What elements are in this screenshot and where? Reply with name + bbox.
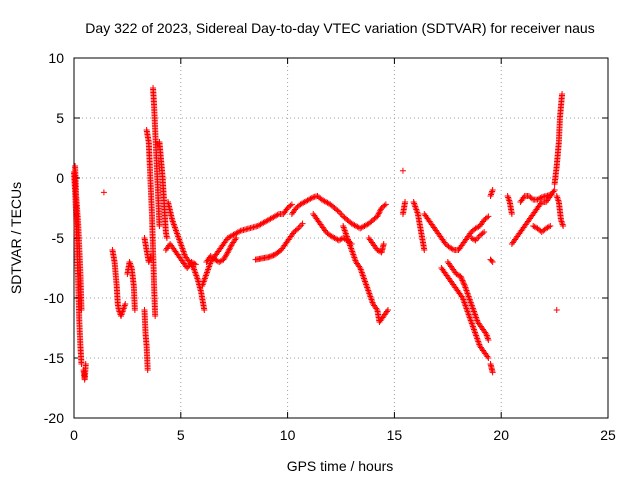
data-point [485, 213, 492, 220]
data-point [122, 301, 129, 307]
data-point [547, 223, 554, 229]
data-point [488, 190, 495, 196]
y-tick-label: -15 [44, 350, 64, 366]
data-point [402, 199, 409, 205]
data-point [485, 337, 492, 343]
data-point [399, 167, 406, 174]
data-point [531, 223, 538, 230]
data-point [461, 281, 468, 288]
x-tick-label: 5 [177, 427, 185, 443]
data-point [78, 307, 85, 313]
data-point [553, 307, 560, 313]
data-point [489, 369, 496, 376]
data-point [485, 355, 492, 361]
x-tick-label: 20 [493, 427, 509, 443]
data-point [508, 211, 515, 217]
data-point [100, 189, 107, 196]
data-point [457, 273, 464, 280]
data-point [458, 274, 465, 281]
data-point [471, 236, 478, 243]
data-point [384, 307, 391, 313]
data-point [459, 277, 466, 284]
data-points [71, 85, 567, 383]
data-point [505, 196, 512, 202]
data-point [308, 195, 315, 201]
data-point [131, 307, 138, 313]
data-point [226, 246, 233, 253]
data-point [288, 201, 295, 208]
chart-title: Day 322 of 2023, Sidereal Day-to-day VTE… [85, 20, 594, 36]
data-point [460, 280, 467, 287]
x-axis-label: GPS time / hours [287, 458, 394, 474]
data-point [381, 202, 388, 209]
data-point [489, 259, 496, 265]
data-point [375, 210, 382, 217]
data-point [458, 276, 465, 283]
data-point [226, 245, 233, 252]
data-point [163, 235, 170, 241]
data-point [224, 249, 231, 256]
data-point [233, 235, 240, 241]
data-point [287, 202, 294, 209]
data-point [225, 248, 232, 254]
data-point [560, 223, 567, 229]
data-point [545, 223, 552, 230]
data-point [192, 261, 199, 268]
data-point [554, 196, 561, 202]
x-tick-label: 15 [387, 427, 403, 443]
y-tick-label: -20 [44, 410, 64, 426]
data-point [375, 212, 382, 218]
x-tick-label: 0 [70, 427, 78, 443]
data-point [144, 367, 151, 373]
y-tick-label: 10 [48, 50, 64, 66]
data-point [374, 213, 381, 220]
data-point [528, 195, 535, 202]
y-axis-label: SDTVAR / TECUs [8, 182, 24, 294]
x-tick-label: 25 [600, 427, 616, 443]
data-point [559, 220, 566, 226]
y-tick-label: 0 [56, 170, 64, 186]
data-point [421, 247, 428, 253]
data-point [156, 223, 163, 229]
data-point [547, 191, 554, 198]
data-point [82, 361, 89, 367]
data-point [488, 257, 495, 264]
data-point [227, 243, 234, 250]
data-point [299, 220, 306, 227]
data-point [479, 230, 486, 237]
data-point [483, 214, 490, 221]
data-point [449, 246, 456, 253]
axis-ticks: 0 5 10 15 20 25 -20 -15 -10 -5 0 5 10 [44, 50, 616, 443]
data-point [460, 278, 467, 285]
data-point [551, 187, 558, 193]
data-point [382, 201, 389, 208]
data-point [376, 209, 383, 216]
data-point [489, 187, 496, 193]
y-tick-label: -5 [52, 230, 65, 246]
y-tick-label: 5 [56, 110, 64, 126]
y-tick-label: -10 [44, 290, 64, 306]
data-point [559, 91, 566, 97]
data-point [201, 307, 208, 313]
data-point [274, 211, 281, 218]
data-point [334, 207, 341, 214]
data-point [380, 241, 387, 247]
data-point [236, 228, 243, 235]
data-point [537, 195, 544, 201]
data-point [152, 313, 159, 319]
data-point [293, 226, 300, 233]
data-point [481, 229, 488, 235]
data-point [377, 207, 384, 214]
x-tick-label: 10 [280, 427, 296, 443]
